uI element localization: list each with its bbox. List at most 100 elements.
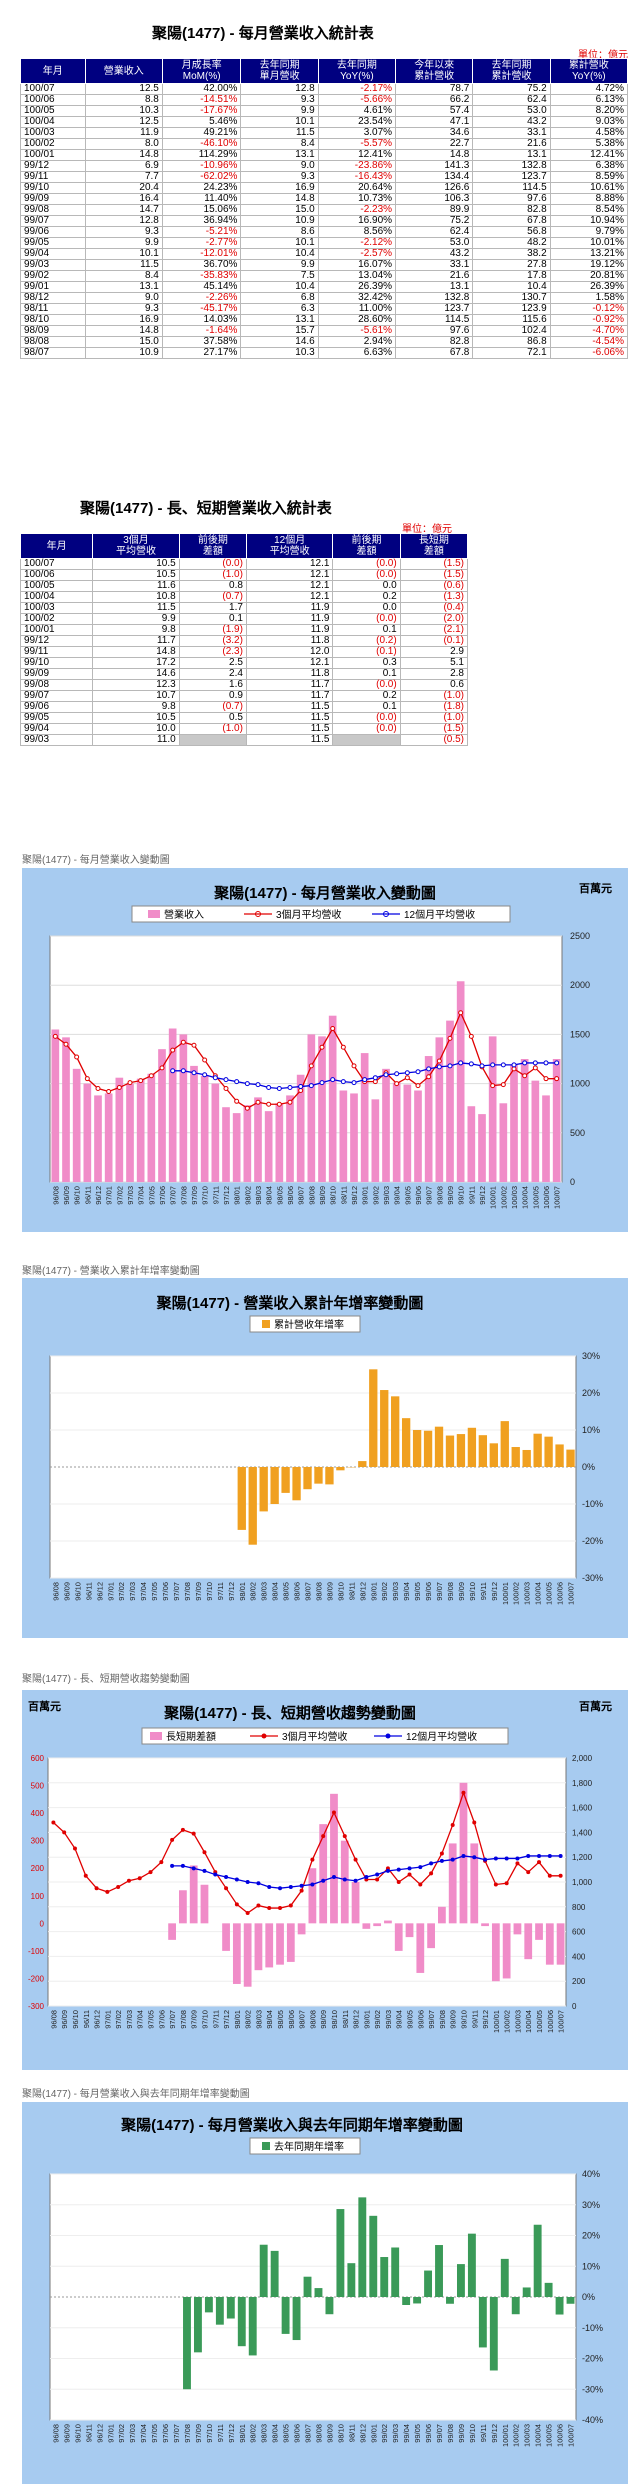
value-cell: 17.8 xyxy=(472,270,551,282)
value-cell: 22.7 xyxy=(395,138,474,150)
series-point xyxy=(418,1882,423,1887)
revenue-bar xyxy=(403,1084,412,1182)
value-cell: 34.6 xyxy=(395,127,474,139)
x-tick-label: 100/01 xyxy=(492,2010,501,2033)
series-point xyxy=(234,1098,240,1104)
value-cell: 15.0 xyxy=(84,336,163,348)
y-left-tick-label: 100 xyxy=(31,1892,45,1901)
legend-box xyxy=(131,905,511,923)
x-tick-label: 97/11 xyxy=(216,1582,225,1600)
revenue-bar xyxy=(520,1059,529,1182)
yoy-bar xyxy=(215,2297,224,2325)
yoy-bar xyxy=(204,2297,213,2313)
value-cell: -35.83% xyxy=(161,270,242,282)
value-cell: (0.0) xyxy=(332,558,401,570)
table-row: 99/10 20.4 24.23% 16.9 20.64% 126.6 114.5 10.61… xyxy=(20,182,629,194)
value-cell: 12.3 xyxy=(92,679,180,691)
x-tick-label: 99/10 xyxy=(457,1186,466,1205)
yoy-bar xyxy=(183,2297,191,2390)
x-tick-label: 99/02 xyxy=(373,2010,382,2029)
diff-bar xyxy=(297,1923,306,1935)
value-cell: 0.0 xyxy=(332,602,401,614)
x-tick-label: 99/06 xyxy=(414,1186,423,1205)
revenue-bar xyxy=(414,1090,422,1182)
value-cell: 9.03% xyxy=(549,116,629,128)
value-cell: 3.07% xyxy=(317,127,397,139)
x-tick-label: 98/02 xyxy=(243,1186,252,1205)
legend-box xyxy=(249,1315,361,1333)
revenue-bar xyxy=(232,1113,241,1182)
plot-area xyxy=(49,2173,577,2421)
value-cell: 9.9 xyxy=(84,237,163,249)
x-tick-label: 96/08 xyxy=(49,2010,58,2029)
diff-bar xyxy=(481,1923,489,1927)
value-cell: 37.58% xyxy=(161,336,242,348)
value-cell: 4.58% xyxy=(549,127,629,139)
series-point xyxy=(407,1872,412,1877)
x-tick-label: 99/04 xyxy=(395,2010,404,2029)
series-point xyxy=(276,1101,282,1107)
revenue-bar xyxy=(222,1107,230,1182)
x-tick-label: 98/09 xyxy=(325,2424,334,2443)
series-point xyxy=(310,1857,315,1862)
x-tick-label: 98/06 xyxy=(293,2424,302,2443)
series-point xyxy=(191,1042,197,1048)
value-cell: 12.8 xyxy=(84,215,163,227)
x-tick-label: 98/06 xyxy=(287,2010,296,2029)
series-point xyxy=(375,1877,380,1882)
yoy-bar xyxy=(193,2297,202,2353)
value-cell: 10.4 xyxy=(240,281,319,293)
value-cell: 36.70% xyxy=(161,259,242,271)
diff-bar xyxy=(286,1923,295,1962)
value-cell: 8.0 xyxy=(84,138,163,150)
yoy-bar xyxy=(226,2297,235,2319)
x-tick-label: 99/07 xyxy=(435,2424,444,2443)
series-point xyxy=(490,1062,496,1068)
table-row: 98/12 9.0 -2.26% 6.8 32.42% 132.8 130.7 1.58% xyxy=(20,292,629,304)
value-cell: 20.81% xyxy=(549,270,629,282)
value-cell: -5.21% xyxy=(161,226,242,238)
series-point xyxy=(394,1081,400,1087)
table-row: 98/09 14.8 -1.64% 15.7 -5.61% 97.6 102.4 -4.70% xyxy=(20,325,629,337)
row-key-cell: 99/06 xyxy=(19,701,94,713)
series-point xyxy=(84,1076,90,1082)
x-tick-label: 98/08 xyxy=(314,1582,323,1601)
x-tick-label: 100/07 xyxy=(567,2424,576,2447)
y-left-tick-label: -100 xyxy=(28,1947,45,1956)
series-point xyxy=(170,1837,175,1842)
yoy-bar xyxy=(303,1467,312,1490)
row-key-cell: 98/07 xyxy=(20,347,86,359)
value-cell: 10.4 xyxy=(472,281,551,293)
yoy-bar xyxy=(369,1369,378,1467)
value-cell: 9.9 xyxy=(240,105,319,117)
value-cell: 67.8 xyxy=(395,347,474,359)
value-cell: 9.8 xyxy=(92,701,180,713)
x-tick-label: 97/04 xyxy=(139,2424,148,2443)
x-tick-label: 97/03 xyxy=(125,2010,134,2029)
value-cell: 8.56% xyxy=(317,226,397,238)
table-row: 98/11 9.3 -45.17% 6.3 11.00% 123.7 123.9 -0.12% xyxy=(20,303,629,315)
value-cell: 9.3 xyxy=(240,94,319,106)
series-point xyxy=(372,1079,378,1085)
yoy-bar xyxy=(237,1467,246,1530)
value-cell: -23.86% xyxy=(317,160,397,172)
series-point xyxy=(461,1853,466,1858)
value-cell: 10.8 xyxy=(92,591,180,603)
x-tick-label: 97/04 xyxy=(139,1582,148,1601)
x-tick-label: 100/06 xyxy=(546,2010,555,2033)
value-cell: 0.5 xyxy=(178,712,247,724)
value-cell: 78.7 xyxy=(395,83,474,95)
y-left-tick-label: 500 xyxy=(31,1782,45,1791)
x-tick-label: 98/11 xyxy=(347,2424,356,2442)
x-tick-label: 96/10 xyxy=(71,2010,80,2029)
y-tick-label: 30% xyxy=(582,1351,600,1361)
series-point xyxy=(461,1790,466,1795)
diff-bar xyxy=(491,1923,500,1982)
diff-bar xyxy=(243,1923,252,1987)
y-right-tick-label: 200 xyxy=(572,1977,586,1986)
y-tick-label: -20% xyxy=(582,2354,603,2364)
series-point xyxy=(308,1083,314,1089)
series-point xyxy=(202,1057,208,1063)
chart-title: 聚陽(1477) - 長、短期營收趨勢變動圖 xyxy=(163,1704,416,1722)
value-cell: (1.0) xyxy=(178,723,247,735)
